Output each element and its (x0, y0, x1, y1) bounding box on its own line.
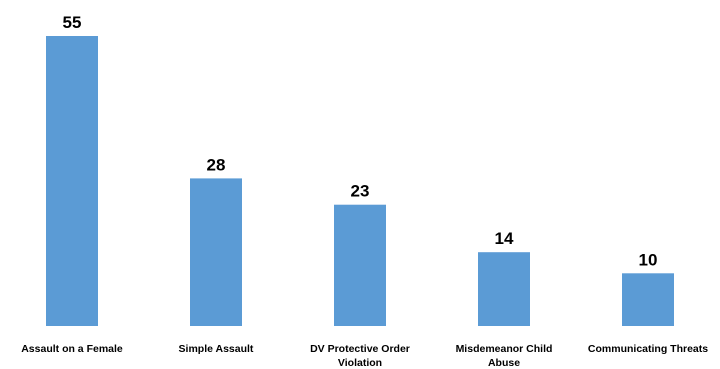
bar-2 (190, 178, 242, 326)
category-label-5: Communicating Threats (588, 343, 708, 355)
bar-3 (334, 204, 386, 326)
bar-value-label-4: 14 (495, 229, 514, 248)
category-label-4: Misdemeanor Child Abuse (456, 343, 553, 369)
bars-group (46, 36, 674, 326)
bar-value-label-2: 28 (207, 155, 226, 174)
category-label-1: Assault on a Female (21, 343, 123, 355)
bar-value-label-1: 55 (63, 13, 82, 32)
bar-5 (622, 273, 674, 326)
bar-4 (478, 252, 530, 326)
value-labels-group: 55 28 23 14 10 (63, 13, 658, 269)
category-label-3: DV Protective Order Violation (310, 343, 410, 369)
category-label-2: Simple Assault (179, 343, 254, 355)
bar-1 (46, 36, 98, 326)
bar-value-label-3: 23 (351, 182, 370, 201)
bar-value-label-5: 10 (639, 250, 658, 269)
category-labels-group: Assault on a Female Simple Assault DV Prot… (21, 343, 708, 369)
